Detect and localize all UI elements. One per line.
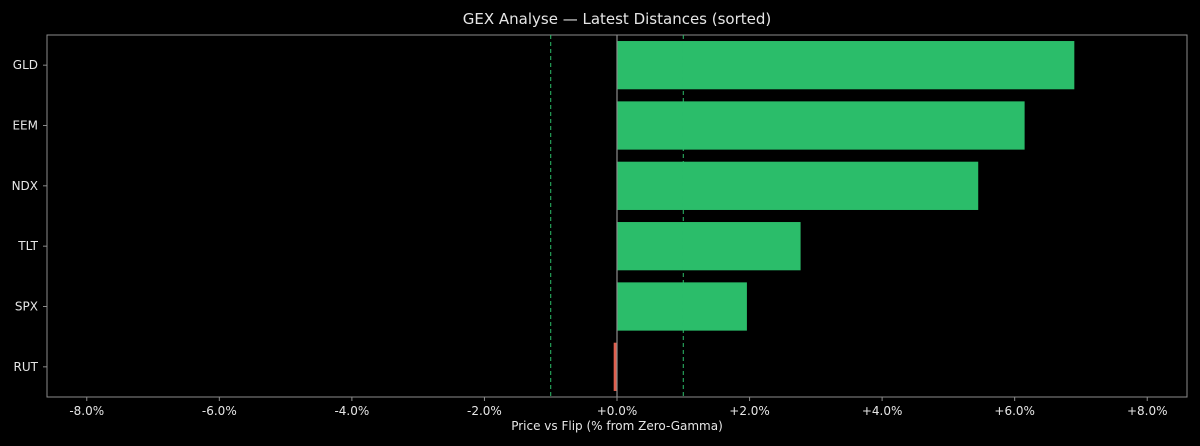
x-axis-label: Price vs Flip (% from Zero-Gamma) — [511, 419, 723, 433]
bar-eem — [617, 101, 1025, 150]
x-tick-label: -4.0% — [334, 404, 369, 418]
bar-rut — [613, 342, 617, 391]
y-tick-label: SPX — [15, 300, 38, 314]
x-tick-label: -2.0% — [467, 404, 502, 418]
x-tick-label: +0.0% — [597, 404, 638, 418]
bar-spx — [617, 282, 747, 331]
x-tick-label: -6.0% — [202, 404, 237, 418]
x-tick-label: -8.0% — [69, 404, 104, 418]
x-tick-label: +4.0% — [862, 404, 903, 418]
y-tick-label: NDX — [12, 179, 38, 193]
x-tick-label: +6.0% — [994, 404, 1035, 418]
y-tick-label: EEM — [12, 119, 38, 133]
bar-ndx — [617, 161, 979, 210]
chart-title: GEX Analyse — Latest Distances (sorted) — [463, 10, 772, 28]
y-tick-label: RUT — [14, 360, 39, 374]
plot-area: GLD EEM NDX TLT SPX RUT -8.0% -6.0% -4.0% -2.0% +0… — [12, 34, 1188, 418]
x-tick-label: +8.0% — [1127, 404, 1168, 418]
y-tick-label: TLT — [17, 239, 38, 253]
bar-tlt — [617, 222, 801, 271]
bar-gld — [617, 41, 1075, 90]
x-tick-label: +2.0% — [729, 404, 770, 418]
y-tick-label: GLD — [13, 58, 38, 72]
